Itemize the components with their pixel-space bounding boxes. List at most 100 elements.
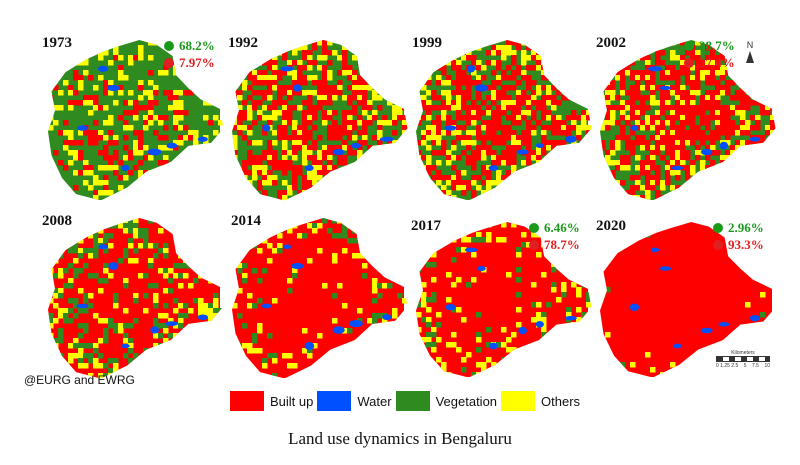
land-cover-cell <box>342 130 348 136</box>
land-cover-cell <box>521 50 527 56</box>
land-cover-cell <box>198 298 204 304</box>
land-cover-cell <box>252 175 258 181</box>
land-cover-cell <box>83 160 89 166</box>
land-cover-cell <box>277 75 283 81</box>
land-cover-cell <box>143 233 149 239</box>
land-cover-cell <box>561 160 567 166</box>
land-cover-cell <box>571 70 577 76</box>
land-cover-cell <box>372 373 378 379</box>
land-cover-cell <box>337 218 343 224</box>
land-cover-cell <box>372 358 378 364</box>
land-cover-cell <box>208 90 214 96</box>
land-cover-cell <box>650 180 656 186</box>
land-cover-cell <box>690 140 696 146</box>
land-cover-cell <box>322 65 328 71</box>
land-cover-cell <box>541 85 547 91</box>
land-cover-cell <box>158 348 164 354</box>
water-body <box>466 65 476 73</box>
land-cover-cell <box>163 253 169 259</box>
water-body <box>98 244 108 250</box>
land-cover-cell <box>561 85 567 91</box>
land-cover-cell <box>516 65 522 71</box>
land-cover-cell <box>556 80 562 86</box>
land-cover-cell <box>392 45 398 51</box>
land-cover-cell <box>521 135 527 141</box>
land-cover-cell <box>387 40 393 46</box>
land-cover-cell <box>93 313 99 319</box>
land-cover-cell <box>526 75 532 81</box>
land-cover-cell <box>173 145 179 151</box>
land-cover-cell <box>566 85 572 91</box>
land-cover-cell <box>63 140 69 146</box>
land-cover-cell <box>486 125 492 131</box>
land-cover-cell <box>133 150 139 156</box>
land-cover-cell <box>73 238 79 244</box>
land-cover-cell <box>695 150 701 156</box>
land-cover-cell <box>665 105 671 111</box>
land-cover-cell <box>78 140 84 146</box>
land-cover-cell <box>73 90 79 96</box>
land-cover-cell <box>103 328 109 334</box>
land-cover-cell <box>486 120 492 126</box>
land-cover-cell <box>451 175 457 181</box>
land-cover-cell <box>163 273 169 279</box>
land-cover-cell <box>541 75 547 81</box>
land-cover-cell <box>690 165 696 171</box>
land-cover-cell <box>426 75 432 81</box>
land-cover-cell <box>680 95 686 101</box>
land-cover-cell <box>103 80 109 86</box>
land-cover-cell <box>541 50 547 56</box>
land-cover-cell <box>392 115 398 121</box>
land-cover-cell <box>387 70 393 76</box>
land-cover-cell <box>88 130 94 136</box>
land-cover-cell <box>491 95 497 101</box>
land-cover-cell <box>416 105 422 111</box>
land-cover-cell <box>153 283 159 289</box>
land-cover-cell <box>58 333 64 339</box>
land-cover-cell <box>650 125 656 131</box>
land-cover-cell <box>461 232 467 238</box>
land-cover-cell <box>352 70 358 76</box>
land-cover-cell <box>173 273 179 279</box>
land-cover-cell <box>586 160 592 166</box>
land-cover-cell <box>357 130 363 136</box>
land-cover-cell <box>342 120 348 126</box>
land-cover-cell <box>287 95 293 101</box>
land-cover-cell <box>426 332 432 338</box>
land-cover-cell <box>635 40 641 46</box>
land-cover-cell <box>441 115 447 121</box>
land-cover-cell <box>546 145 552 151</box>
land-cover-cell <box>635 85 641 91</box>
land-cover-cell <box>760 155 766 161</box>
land-cover-cell <box>237 90 243 96</box>
land-cover-cell <box>660 95 666 101</box>
land-cover-cell <box>108 140 114 146</box>
land-cover-cell <box>327 85 333 91</box>
land-cover-cell <box>501 175 507 181</box>
land-cover-cell <box>242 160 248 166</box>
land-cover-cell <box>571 125 577 131</box>
land-cover-cell <box>745 85 751 91</box>
land-cover-cell <box>322 120 328 126</box>
land-cover-cell <box>168 318 174 324</box>
land-cover-cell <box>218 248 224 254</box>
land-cover-cell <box>53 258 59 264</box>
land-cover-cell <box>620 180 626 186</box>
land-cover-cell <box>571 170 577 176</box>
land-cover-cell <box>218 323 224 329</box>
land-cover-cell <box>193 228 199 234</box>
land-cover-cell <box>178 110 184 116</box>
land-cover-cell <box>446 372 452 378</box>
land-cover-cell <box>148 243 154 249</box>
land-cover-cell <box>387 348 393 354</box>
land-cover-cell <box>208 358 214 364</box>
land-cover-cell <box>262 170 268 176</box>
water-body <box>650 247 660 253</box>
land-cover-cell <box>471 222 477 228</box>
land-cover-cell <box>740 257 746 263</box>
land-cover-cell <box>242 65 248 71</box>
land-cover-cell <box>317 333 323 339</box>
land-cover-cell <box>551 267 557 273</box>
land-cover-cell <box>586 130 592 136</box>
land-cover-cell <box>158 120 164 126</box>
